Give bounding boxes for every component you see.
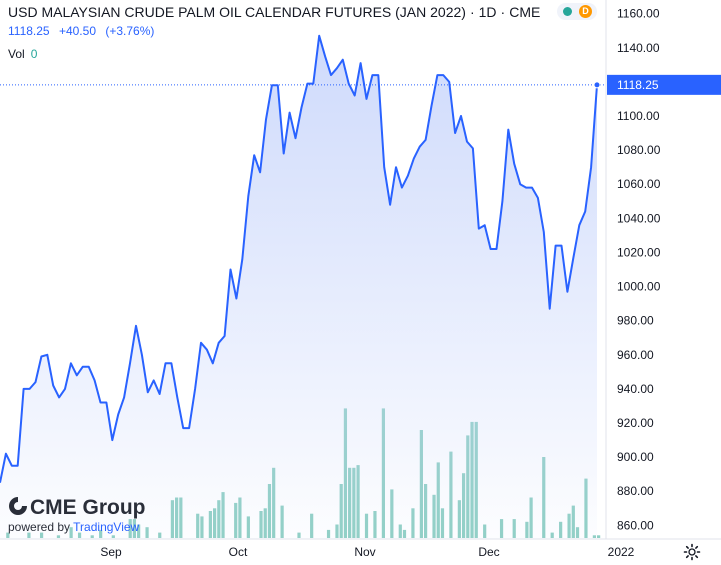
volume-value: 0 <box>30 47 38 61</box>
time-tick-label: Dec <box>478 545 499 559</box>
time-axis[interactable]: Sep Oct Nov Dec 2022 <box>100 545 634 559</box>
exchange-label: CME <box>509 4 541 20</box>
price-tick-label: 1000.00 <box>617 280 661 294</box>
last-price-label: 1118.25 <box>607 74 721 95</box>
interval-label[interactable]: 1D <box>478 4 497 20</box>
price-tick-label: 960.00 <box>617 348 654 362</box>
tradingview-brand[interactable]: TradingView <box>73 520 140 534</box>
last-price: 1118.25 <box>8 24 50 38</box>
volume-label: Vol <box>8 47 25 61</box>
price-tick-label: 1140.00 <box>617 41 660 55</box>
time-tick-label: 2022 <box>608 545 635 559</box>
price-tick-label: 1040.00 <box>617 211 661 225</box>
price-change: +40.50 <box>58 24 96 38</box>
price-tick-label: 1020.00 <box>617 245 661 259</box>
last-price-label-bg <box>607 74 721 95</box>
delayed-data-icon[interactable]: D <box>579 5 592 18</box>
price-area <box>0 35 597 540</box>
price-tick-label: 900.00 <box>617 450 654 464</box>
last-price-marker <box>593 81 601 89</box>
price-tick-label: 1160.00 <box>617 7 660 21</box>
price-tick-label: 940.00 <box>617 382 654 396</box>
price-tick-label: 920.00 <box>617 416 654 430</box>
price-tick-label: 1060.00 <box>617 177 661 191</box>
volume-bar <box>597 535 601 538</box>
quote-line: 1118.25 +40.50 (+3.76%) <box>8 24 160 38</box>
time-tick-label: Nov <box>354 545 375 559</box>
powered-by-label: powered by <box>8 520 71 534</box>
status-badges: D <box>557 3 597 20</box>
time-tick-label: Sep <box>100 545 122 559</box>
symbol-name: USD MALAYSIAN CRUDE PALM OIL CALENDAR FU… <box>8 4 466 20</box>
price-tick-label: 880.00 <box>617 484 654 498</box>
time-tick-label: Oct <box>229 545 248 559</box>
price-tick-label: 980.00 <box>617 314 654 328</box>
volume-legend[interactable]: Vol 0 <box>8 47 37 61</box>
price-tick-label: 1100.00 <box>617 109 660 123</box>
cme-logo-icon <box>9 497 27 515</box>
chart-title: USD MALAYSIAN CRUDE PALM OIL CALENDAR FU… <box>8 4 541 20</box>
price-line <box>0 34 598 483</box>
powered-by[interactable]: powered by TradingView <box>8 520 139 534</box>
cme-logo-text: CME Group <box>30 496 146 519</box>
market-status-icon <box>563 7 572 16</box>
gear-icon[interactable] <box>683 543 701 561</box>
last-price-label-text: 1118.25 <box>617 78 659 92</box>
price-tick-label: 860.00 <box>617 518 654 532</box>
price-tick-label: 1080.00 <box>617 143 661 157</box>
price-change-pct: (+3.76%) <box>105 24 155 38</box>
price-axis[interactable]: 860.00 880.00 900.00 920.00 940.00 960.00 980.… <box>617 7 661 533</box>
